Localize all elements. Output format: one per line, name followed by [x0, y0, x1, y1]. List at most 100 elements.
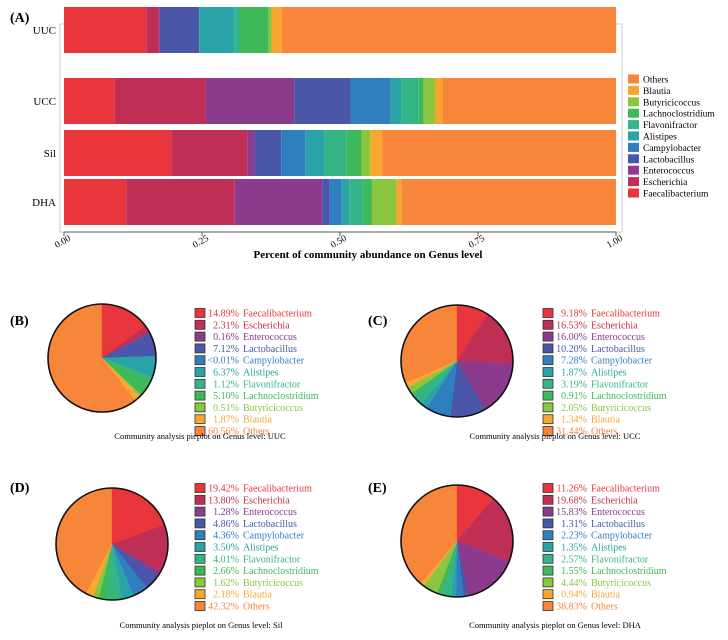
pie-legend-swatch-others	[542, 426, 554, 436]
pie-title: Community analysis pieplot on Genus leve…	[470, 431, 641, 441]
bar-segment-dha-alistipes	[341, 179, 350, 225]
pie-legend-swatch-faecalibacterium	[542, 308, 554, 318]
pie-outline	[400, 484, 514, 598]
pie-legend-swatch-butyricicoccus	[194, 402, 206, 413]
pie-legend-swatch-flavonifractor	[542, 553, 554, 564]
pie-legend-name-lactobacillus: Lactobacillus	[591, 519, 645, 530]
pie-legend-percent-lactobacillus: 1.31%	[561, 519, 587, 530]
pie-legend-percent-lactobacillus: 10.20%	[556, 344, 587, 355]
bar-segment-dha-others	[401, 179, 616, 225]
pie-legend-percent-lachnoclostridium: 2.66%	[213, 566, 239, 577]
pie-legend-percent-enterococcus: 1.28%	[213, 507, 239, 518]
pie-legend-name-lactobacillus: Lactobacillus	[243, 344, 297, 355]
legend-label-butyricicoccus: Butyricicoccus	[643, 98, 700, 108]
bar-segment-ucc-enterococcus	[205, 78, 295, 124]
panel-label-c: (C)	[368, 314, 388, 329]
pie-outline	[55, 487, 169, 601]
pie-legend-percent-lachnoclostridium: 0.91%	[561, 391, 587, 402]
pie-legend-percent-enterococcus: 16.00%	[556, 332, 587, 343]
pie-outline	[400, 304, 514, 418]
pie-legend-name-blautia: Blautia	[243, 590, 272, 601]
pie-legend-swatch-butyricicoccus	[542, 577, 554, 588]
pie-legend-percent-escherichia: 19.68%	[556, 495, 587, 506]
pie-legend-name-alistipes: Alistipes	[591, 368, 627, 379]
pie-legend-percent-blautia: 1.34%	[561, 415, 587, 426]
pie-legend-name-others: Others	[243, 427, 270, 438]
bar-segment-sil-butyricicoccus	[361, 130, 371, 176]
pie-legend-percent-lachnoclostridium: 5.10%	[213, 391, 239, 402]
bar-segment-dha-blautia	[396, 179, 402, 225]
bar-segment-dha-faecalibacterium	[64, 179, 127, 225]
pie-legend-name-others: Others	[591, 427, 618, 438]
bar-segment-ucc-escherichia	[114, 78, 206, 124]
legend-swatch-blautia	[628, 85, 639, 95]
pie-legend-percent-others: 38.83%	[556, 602, 587, 613]
pie-legend-swatch-others	[194, 426, 206, 436]
bar-segment-sil-faecalibacterium	[64, 130, 172, 176]
pie-legend-percent-campylobacter: <0.01%	[208, 356, 239, 367]
legend-label-faecalibacterium: Faecalibacterium	[643, 190, 709, 200]
pie-legend-percent-flavonifractor: 4.01%	[213, 554, 239, 565]
pie-legend-name-enterococcus: Enterococcus	[591, 507, 645, 518]
pie-legend-name-faecalibacterium: Faecalibacterium	[591, 484, 660, 495]
legend-swatch-campylobacter	[628, 142, 639, 152]
pie-legend-percent-escherichia: 13.80%	[208, 495, 239, 506]
pie-legend-percent-campylobacter: 2.23%	[561, 531, 587, 542]
pie-legend-swatch-alistipes	[194, 367, 206, 377]
panel-label-e: (E)	[368, 481, 387, 496]
panel-label-b: (B)	[10, 314, 29, 329]
pie-legend-swatch-blautia	[542, 589, 554, 600]
legend-label-lachnoclostridium: Lachnoclostridium	[643, 110, 715, 120]
legend-swatch-flavonifractor	[628, 120, 639, 130]
pie-legend-name-enterococcus: Enterococcus	[243, 507, 297, 518]
pie-legend-name-campylobacter: Campylobacter	[243, 356, 305, 367]
pie-legend-name-flavonifractor: Flavonifractor	[591, 379, 649, 390]
pie-legend-percent-lactobacillus: 4.86%	[213, 519, 239, 530]
pie-legend-name-faecalibacterium: Faecalibacterium	[591, 309, 660, 320]
pie-chart-uuc: 14.89% Faecalibacterium 2.31% Escherichia 0.…	[47, 303, 319, 441]
pie-legend-swatch-alistipes	[194, 542, 206, 552]
bar-segment-uuc-others	[281, 7, 617, 53]
pie-chart-dha: 11.26% Faecalibacterium 19.68% Escherichia 1…	[400, 483, 667, 630]
pie-legend-swatch-campylobacter	[542, 530, 554, 541]
pie-legend-swatch-blautia	[542, 414, 554, 425]
pie-legend-swatch-alistipes	[542, 542, 554, 552]
bar-segment-ucc-flavonifractor	[401, 78, 419, 124]
legend-swatch-alistipes	[628, 131, 639, 141]
pie-legend-percent-others: 42.32%	[208, 602, 239, 613]
pie-legend-name-alistipes: Alistipes	[591, 543, 627, 554]
bar-segment-sil-lachnoclostridium	[346, 130, 362, 176]
pie-legend-name-butyricicoccus: Butyricicoccus	[591, 403, 651, 414]
pie-title: Community analysis pieplot on Genus leve…	[114, 431, 286, 441]
x-tick-label-0: 0.00	[53, 234, 73, 251]
pie-legend-name-lachnoclostridium: Lachnoclostridium	[243, 566, 319, 577]
bar-segment-ucc-blautia	[435, 78, 443, 124]
bar-segment-sil-flavonifractor	[324, 130, 347, 176]
bar-segment-uuc-faecalibacterium	[64, 7, 147, 53]
pie-legend-swatch-faecalibacterium	[194, 483, 206, 493]
pie-legend-swatch-lachnoclostridium	[194, 390, 206, 401]
pie-title: Community analysis pieplot on Genus leve…	[120, 620, 284, 630]
bar-segment-dha-lachnoclostridium	[363, 179, 372, 225]
legend-label-alistipes: Alistipes	[643, 133, 677, 143]
bar-segment-uuc-enterococcus	[158, 7, 160, 53]
pie-legend-percent-butyricicoccus: 4.44%	[561, 578, 587, 589]
pie-legend-percent-flavonifractor: 3.19%	[561, 379, 587, 390]
pie-legend-swatch-flavonifractor	[194, 378, 206, 389]
pie-legend-swatch-faecalibacterium	[542, 483, 554, 493]
pie-legend-name-blautia: Blautia	[591, 590, 620, 601]
category-label-dha: DHA	[32, 197, 56, 209]
bar-segment-dha-campylobacter	[329, 179, 342, 225]
legend-label-lactobacillus: Lactobacillus	[643, 155, 694, 165]
pie-legend-percent-others: 60.56%	[208, 427, 239, 438]
pie-legend-percent-flavonifractor: 2.57%	[561, 554, 587, 565]
pie-legend-swatch-lactobacillus	[542, 518, 554, 529]
pie-legend-name-campylobacter: Campylobacter	[243, 531, 305, 542]
legend-swatch-escherichia	[628, 177, 639, 187]
pie-legend-name-campylobacter: Campylobacter	[591, 356, 653, 367]
bar-segment-sil-campylobacter	[281, 130, 306, 176]
pie-legend-swatch-enterococcus	[542, 331, 554, 342]
pie-legend-percent-others: 31.44%	[556, 427, 587, 438]
legend-label-escherichia: Escherichia	[643, 178, 688, 188]
